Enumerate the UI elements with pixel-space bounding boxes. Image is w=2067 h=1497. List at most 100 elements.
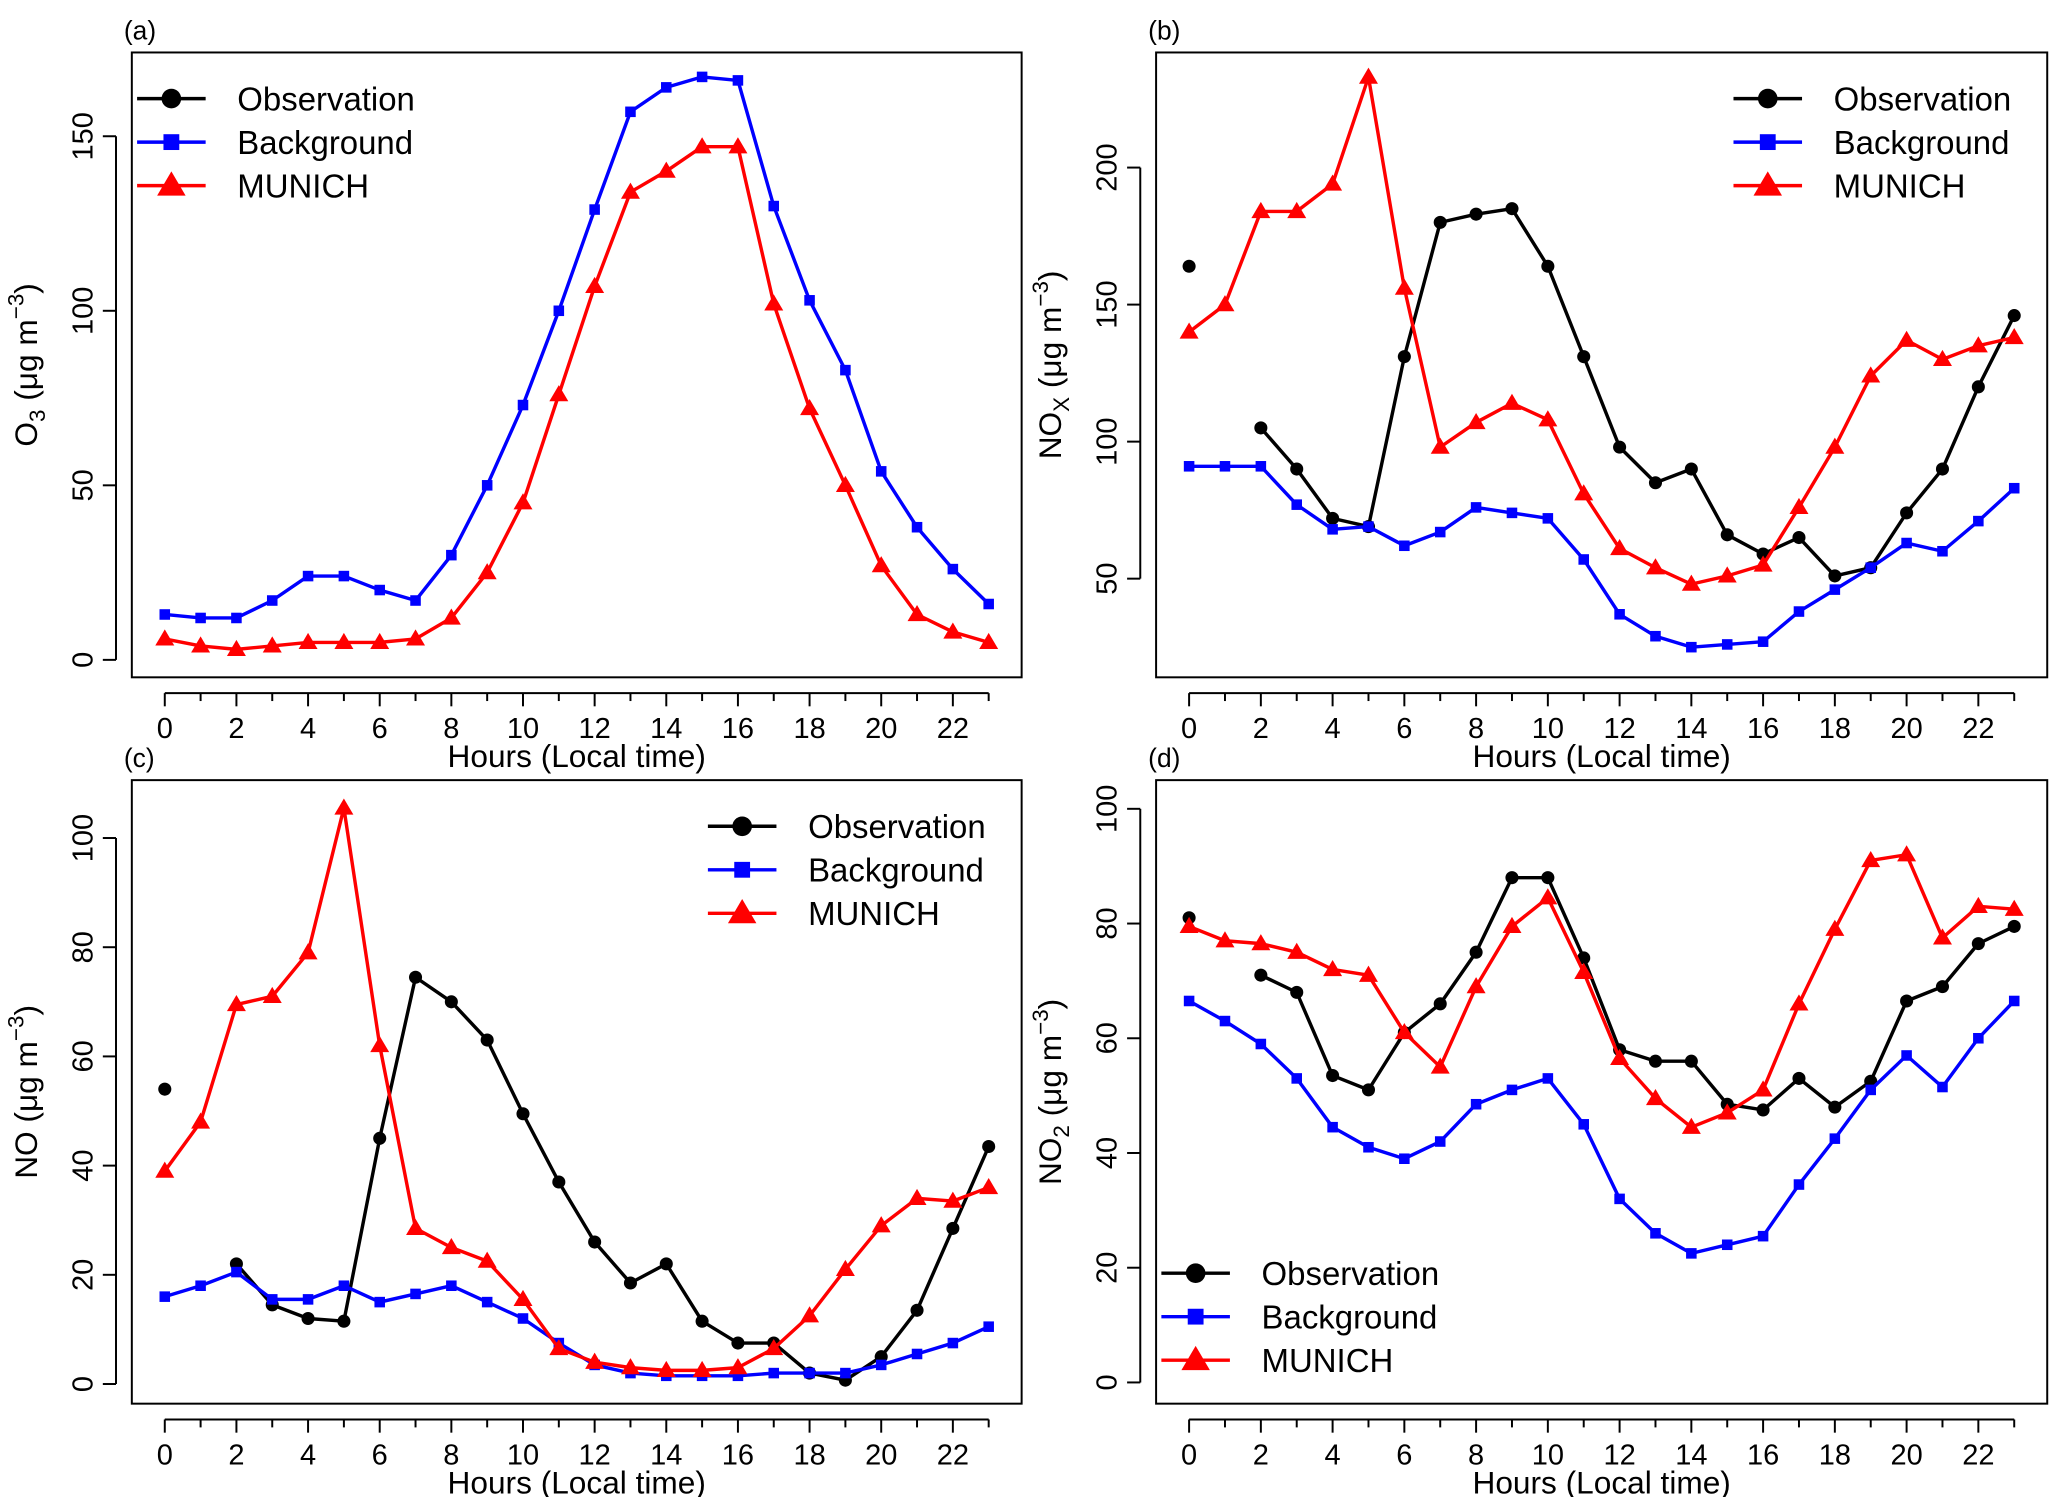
point [1577,350,1591,364]
y-label-part: (μg m [1032,1035,1068,1125]
point [871,1216,891,1233]
point [553,305,565,317]
point [764,294,784,311]
point [1968,336,1988,353]
point [659,1257,673,1271]
point [1721,1239,1733,1251]
point [692,1360,712,1378]
x-tick-label: 16 [722,1439,754,1471]
point [800,399,820,416]
point [1291,499,1302,510]
point [1721,639,1733,650]
point [1574,484,1594,501]
point [1505,871,1519,885]
point [1394,1023,1414,1040]
point [1614,1193,1625,1205]
point [979,1177,999,1195]
legend-marker [732,816,752,837]
legend-marker [1759,134,1776,151]
point [911,1348,923,1360]
point [2008,995,2020,1007]
x-tick-label: 10 [1532,1439,1564,1471]
point [1720,528,1734,542]
point [159,1291,171,1302]
x-tick-label: 6 [372,1439,388,1471]
point [1686,641,1697,653]
series-line [1259,206,2016,578]
y-label-part: NO [1032,412,1068,459]
point [1578,554,1589,565]
point [2007,309,2021,323]
legend-marker [727,899,757,924]
legend-marker [1757,88,1778,109]
point [1434,1136,1446,1147]
legend-label: Background [808,852,984,889]
legend-label: MUNICH [237,167,369,204]
point [301,1311,315,1326]
point [589,204,600,215]
point [804,295,815,306]
x-tick-label: 6 [372,713,388,745]
point [696,71,708,83]
point [1541,259,1555,273]
point [1397,350,1411,364]
point [1327,1121,1338,1133]
point [1290,985,1304,999]
point [155,629,175,646]
point [334,798,354,815]
point [1394,278,1414,295]
point [835,1259,855,1276]
point [1254,968,1268,982]
series-line [164,145,990,652]
point [1358,965,1378,982]
point [1179,916,1199,934]
legend-marker [734,861,751,878]
x-tick-label: 14 [650,713,682,745]
point [731,1336,745,1350]
point [1542,513,1554,524]
point [1470,1098,1482,1110]
legend-label: Background [1834,124,2010,161]
point [1466,412,1486,430]
y-label-part: NO [1032,1138,1068,1185]
point [195,1280,206,1292]
point [1505,202,1519,216]
x-tick-label: 8 [1468,713,1484,745]
legend-marker [161,88,182,109]
point [231,1266,242,1278]
point [1900,506,1914,520]
point [1684,462,1698,476]
point [1506,1084,1518,1096]
y-label-sup: −3 [4,1016,29,1042]
panel: (c) 0 2 4 6 8 10 12 14 16 18 20 22 Hours (Local time)… [4,743,1023,1497]
plot-frame [1155,51,2049,679]
y-tick-label: 0 [1092,1374,1124,1390]
x-tick-label: 12 [1603,713,1635,745]
point [728,1358,748,1375]
x-tick-label: 14 [650,1439,682,1471]
x-tick-label: 22 [937,713,969,745]
y-tick-label: 0 [67,652,99,668]
point [334,632,354,650]
x-axis-label: Hours (Local time) [1472,1464,1730,1497]
point [513,493,533,510]
point [370,632,390,650]
point [549,1339,569,1356]
point [1255,1038,1267,1050]
x-tick-label: 6 [1396,713,1412,745]
point [764,1339,784,1356]
y-tick-label: 50 [67,469,99,501]
plot-frame [130,779,1023,1405]
point [477,1251,497,1268]
point [1502,916,1522,934]
y-label-part: ) [1032,271,1068,282]
point [1323,959,1343,977]
point [1865,562,1876,573]
point [1648,1054,1663,1068]
point [1610,539,1630,556]
x-tick-label: 18 [1819,713,1851,745]
point [195,612,206,624]
x-tick-label: 18 [1819,1439,1851,1471]
point [374,1296,385,1308]
point [1753,555,1773,572]
